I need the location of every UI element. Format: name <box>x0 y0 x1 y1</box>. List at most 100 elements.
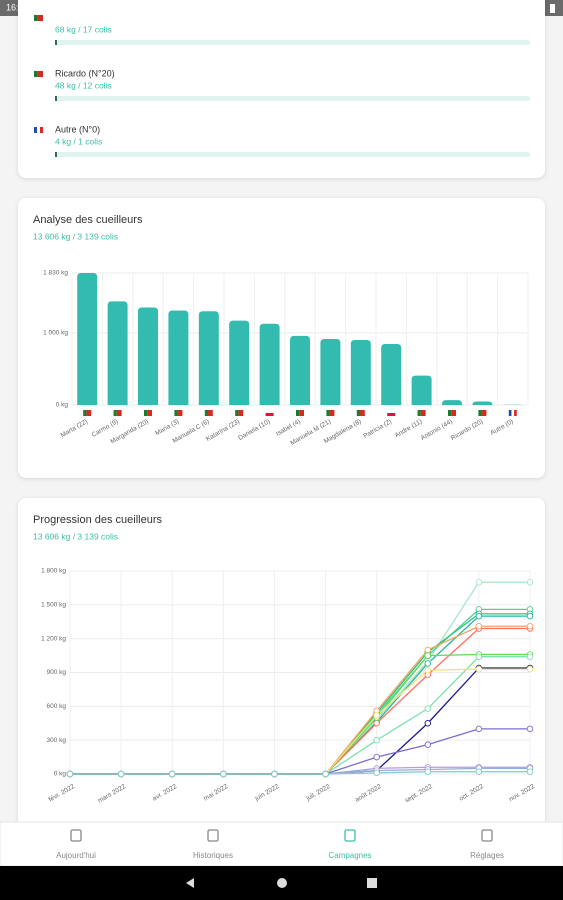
nav-label[interactable]: Aujourd'hui <box>56 851 96 860</box>
point <box>475 725 483 733</box>
nav-label[interactable]: Campagnes <box>328 851 371 860</box>
point <box>475 768 483 775</box>
flag <box>417 410 426 416</box>
flag <box>34 15 43 21</box>
bar <box>259 323 280 405</box>
y-tick-label: 600 kg <box>46 703 66 710</box>
nav-icon <box>344 829 356 842</box>
y-tick-label: 300 kg <box>46 737 66 744</box>
flag <box>144 410 152 416</box>
flag <box>296 410 304 416</box>
picker-weight: 4 kg / 1 colis <box>55 136 102 146</box>
point <box>475 665 483 673</box>
y-tick-label: 1 800 kg <box>41 568 66 575</box>
point <box>526 623 534 630</box>
nav-icon <box>70 829 82 842</box>
bar-card <box>18 198 545 478</box>
y-tick-label: 1 200 kg <box>41 635 66 642</box>
progress-track <box>55 96 530 101</box>
recents-button[interactable] <box>367 878 377 888</box>
bar <box>77 273 98 405</box>
flag <box>204 410 213 416</box>
chart-title: Analyse des cueilleurs <box>33 214 143 226</box>
point <box>424 660 432 667</box>
flag <box>235 410 244 416</box>
point <box>424 768 432 775</box>
bar <box>168 310 189 405</box>
nav-label[interactable]: Historiques <box>193 851 233 860</box>
point <box>373 712 380 719</box>
point <box>373 769 380 777</box>
home-button[interactable] <box>277 878 287 888</box>
flag <box>326 410 335 416</box>
bar <box>350 340 371 405</box>
point <box>475 623 483 630</box>
flag <box>448 410 456 416</box>
y-tick-label: 1 500 kg <box>41 602 66 609</box>
bar <box>411 375 432 405</box>
point <box>475 579 483 586</box>
point <box>424 652 432 659</box>
picker-name: Autre (N°0) <box>55 124 100 134</box>
point <box>526 725 534 733</box>
back-button[interactable] <box>186 878 194 888</box>
flag <box>478 410 487 416</box>
progress-fill <box>55 152 57 157</box>
flag <box>83 410 92 416</box>
progress-fill <box>55 96 57 101</box>
bar <box>442 400 462 405</box>
flag <box>174 410 183 416</box>
point <box>168 770 176 778</box>
series-line <box>70 771 530 775</box>
point <box>220 770 227 778</box>
point <box>424 741 432 748</box>
chart-title: Progression des cueilleurs <box>33 514 163 526</box>
point <box>424 705 432 712</box>
bar <box>107 301 128 405</box>
point <box>526 612 534 620</box>
flag <box>34 127 43 133</box>
point <box>424 646 432 654</box>
point <box>526 768 534 775</box>
picker-weight: 68 kg / 17 colis <box>55 24 112 34</box>
flag <box>387 410 396 416</box>
y-tick-label: 0 kg <box>54 771 67 778</box>
point <box>271 770 278 778</box>
point <box>373 753 380 761</box>
chart-subtitle: 13 606 kg / 3 139 colis <box>33 531 118 541</box>
status-time: 16:47 <box>6 2 29 12</box>
point <box>424 666 432 674</box>
flag <box>113 410 122 416</box>
bar <box>138 307 158 405</box>
bar <box>472 401 493 405</box>
nav-label[interactable]: Réglages <box>470 851 504 860</box>
point <box>373 720 380 727</box>
picker-name: Ricardo (N°20) <box>55 68 115 78</box>
flag <box>265 410 274 416</box>
picker-weight: 48 kg / 12 colis <box>55 80 112 90</box>
bar <box>229 320 250 405</box>
y-tick-label: 900 kg <box>46 669 66 676</box>
progress-fill <box>55 40 57 45</box>
point <box>373 736 380 744</box>
flag <box>34 71 43 77</box>
bar <box>320 339 341 405</box>
point <box>526 653 534 660</box>
point <box>322 770 329 778</box>
y-tick-label: 1 000 kg <box>43 330 68 337</box>
point <box>117 770 125 778</box>
battery <box>550 4 555 13</box>
progress-track <box>55 152 530 157</box>
flag <box>356 410 365 416</box>
flag <box>508 410 517 416</box>
bar <box>198 311 219 405</box>
point <box>475 612 483 620</box>
nav-icon <box>207 829 219 842</box>
point <box>424 720 432 727</box>
y-tick-label: 1 830 kg <box>43 270 68 277</box>
bar <box>381 344 402 405</box>
line-card <box>18 498 545 838</box>
point <box>475 653 483 660</box>
